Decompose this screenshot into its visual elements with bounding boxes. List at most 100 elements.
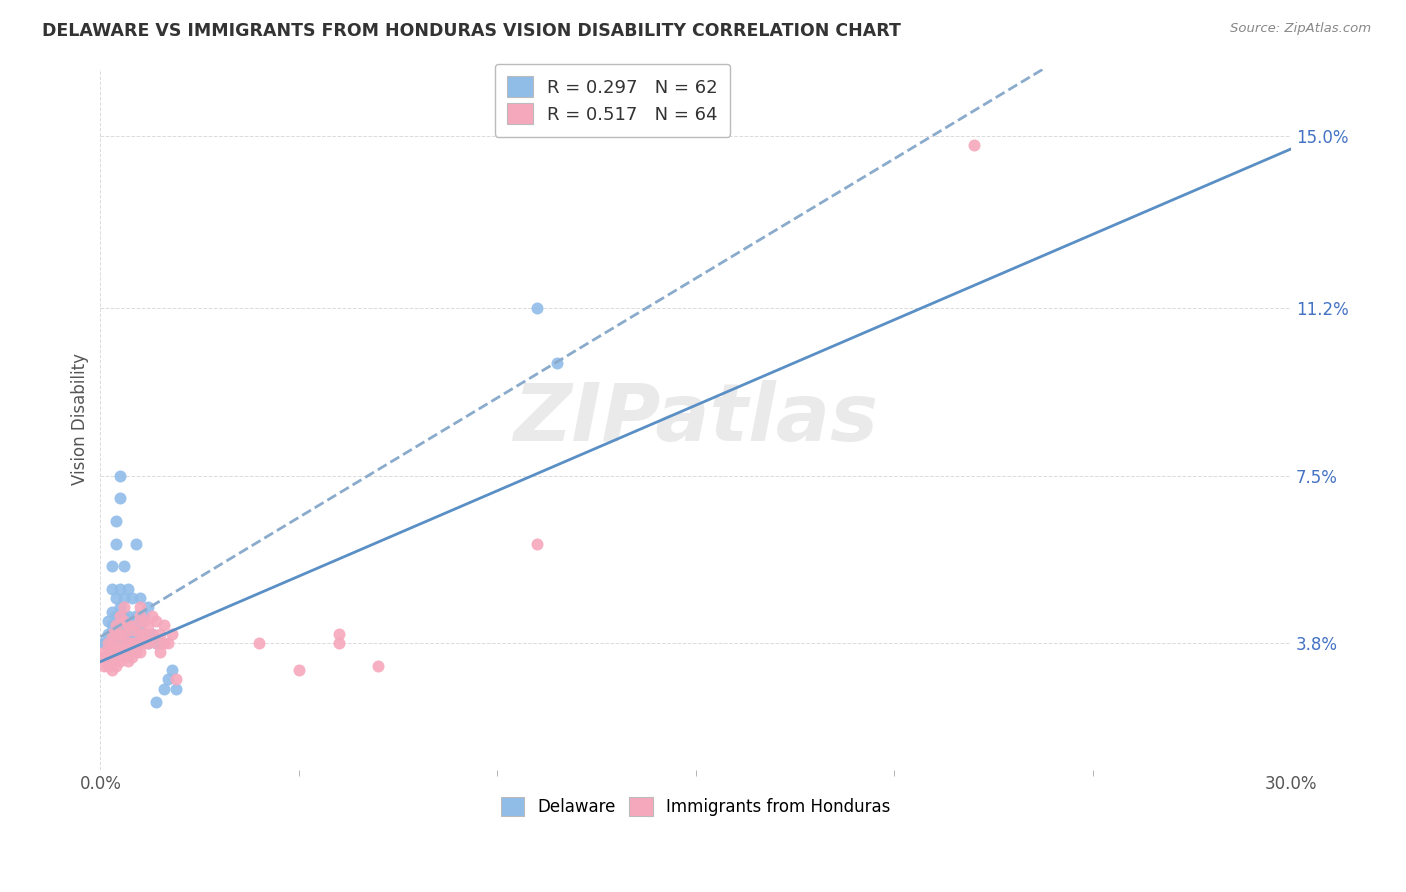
Point bbox=[136, 618, 159, 632]
Point bbox=[149, 627, 172, 641]
Point bbox=[117, 618, 139, 632]
Point bbox=[101, 649, 124, 664]
Point bbox=[101, 618, 124, 632]
Point bbox=[101, 627, 124, 641]
Point bbox=[108, 636, 131, 650]
Point bbox=[93, 659, 115, 673]
Point bbox=[117, 645, 139, 659]
Point bbox=[156, 636, 179, 650]
Point bbox=[97, 627, 120, 641]
Point bbox=[112, 559, 135, 574]
Point bbox=[125, 609, 148, 624]
Point bbox=[108, 618, 131, 632]
Point bbox=[149, 636, 172, 650]
Point bbox=[160, 627, 183, 641]
Point bbox=[160, 664, 183, 678]
Point bbox=[108, 582, 131, 596]
Point bbox=[136, 600, 159, 615]
Point bbox=[97, 645, 120, 659]
Text: ZIPatlas: ZIPatlas bbox=[513, 380, 879, 458]
Point bbox=[101, 605, 124, 619]
Point bbox=[93, 636, 115, 650]
Point bbox=[132, 614, 155, 628]
Point bbox=[112, 627, 135, 641]
Point bbox=[105, 537, 128, 551]
Point bbox=[526, 301, 548, 316]
Point bbox=[101, 627, 124, 641]
Point bbox=[108, 468, 131, 483]
Point bbox=[145, 636, 167, 650]
Point bbox=[101, 645, 124, 659]
Point bbox=[93, 645, 115, 659]
Text: 0.517: 0.517 bbox=[582, 119, 634, 137]
Point bbox=[145, 695, 167, 709]
Point bbox=[108, 491, 131, 506]
Point bbox=[117, 645, 139, 659]
Point bbox=[129, 645, 152, 659]
Point bbox=[112, 627, 135, 641]
Point bbox=[105, 591, 128, 605]
Point bbox=[136, 636, 159, 650]
Point bbox=[962, 138, 984, 153]
Point bbox=[546, 356, 568, 370]
Point bbox=[105, 636, 128, 650]
Point bbox=[112, 609, 135, 624]
Point bbox=[328, 627, 350, 641]
Point bbox=[105, 514, 128, 528]
Text: 0.297: 0.297 bbox=[582, 88, 634, 106]
Point bbox=[129, 627, 152, 641]
Point bbox=[105, 649, 128, 664]
Point bbox=[129, 591, 152, 605]
Point bbox=[132, 609, 155, 624]
Text: 62: 62 bbox=[693, 88, 716, 106]
Point bbox=[108, 645, 131, 659]
Point bbox=[125, 537, 148, 551]
Text: 64: 64 bbox=[693, 119, 716, 137]
Point bbox=[117, 609, 139, 624]
Point bbox=[129, 609, 152, 624]
Point bbox=[121, 649, 143, 664]
Point bbox=[125, 618, 148, 632]
Point bbox=[108, 627, 131, 641]
Point bbox=[105, 618, 128, 632]
Point bbox=[117, 627, 139, 641]
Point bbox=[526, 537, 548, 551]
Point bbox=[121, 618, 143, 632]
Point bbox=[112, 640, 135, 655]
Text: Source: ZipAtlas.com: Source: ZipAtlas.com bbox=[1230, 22, 1371, 36]
Point bbox=[141, 627, 163, 641]
Point bbox=[145, 636, 167, 650]
Point bbox=[93, 636, 115, 650]
Point bbox=[105, 659, 128, 673]
Point bbox=[105, 627, 128, 641]
Point bbox=[97, 614, 120, 628]
Point bbox=[132, 627, 155, 641]
Point bbox=[141, 627, 163, 641]
Point bbox=[108, 636, 131, 650]
Point bbox=[112, 649, 135, 664]
Point bbox=[367, 659, 389, 673]
Point bbox=[125, 627, 148, 641]
Point bbox=[165, 681, 187, 696]
Point bbox=[288, 664, 311, 678]
Legend: Delaware, Immigrants from Honduras: Delaware, Immigrants from Honduras bbox=[492, 789, 898, 825]
Point bbox=[129, 618, 152, 632]
Point bbox=[136, 636, 159, 650]
Y-axis label: Vision Disability: Vision Disability bbox=[72, 353, 89, 485]
Point bbox=[117, 636, 139, 650]
Point bbox=[112, 636, 135, 650]
Point bbox=[153, 618, 176, 632]
Point bbox=[108, 609, 131, 624]
Point bbox=[101, 654, 124, 668]
Point bbox=[108, 600, 131, 615]
Point bbox=[247, 636, 270, 650]
Point bbox=[153, 636, 176, 650]
Point bbox=[328, 636, 350, 650]
Point bbox=[97, 636, 120, 650]
Point bbox=[165, 673, 187, 687]
Point bbox=[129, 600, 152, 615]
Point bbox=[101, 636, 124, 650]
Point bbox=[112, 614, 135, 628]
Point bbox=[112, 591, 135, 605]
Point bbox=[125, 645, 148, 659]
